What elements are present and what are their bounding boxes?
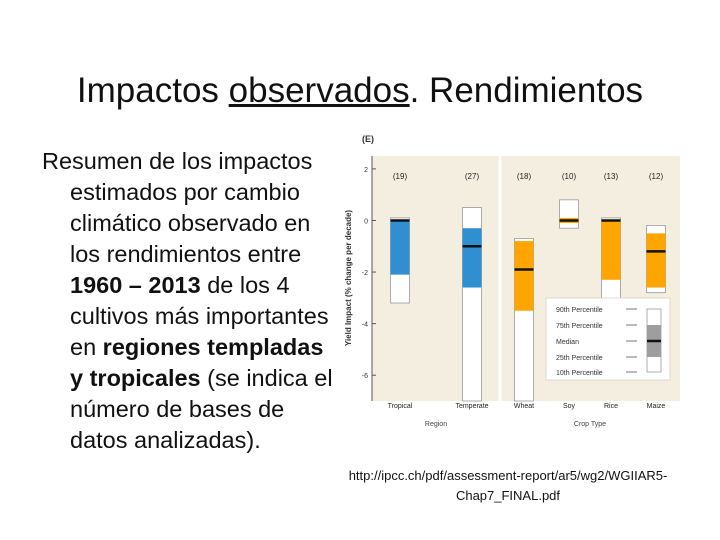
body-text-2: de los 4 cultivos más importantes en	[70, 272, 329, 360]
box-interquartile	[514, 241, 534, 311]
box-soy: (10)	[559, 172, 579, 229]
x-tick-label: Temperate	[455, 403, 488, 410]
legend-item-label: 75th Percentile	[556, 323, 603, 330]
x-group-label: Region	[425, 421, 447, 428]
box-tropical: (19)	[390, 172, 410, 304]
x-tick-label: Rice	[604, 403, 618, 410]
x-tick-label: Maize	[647, 403, 666, 410]
legend-item-label: 25th Percentile	[556, 355, 603, 362]
y-tick-label: -6	[362, 373, 368, 380]
legend: 90th Percentile 75th Percentile Median 25th…	[545, 297, 671, 381]
box-interquartile	[462, 228, 482, 288]
yield-impact-chart: (E) Yield Impact (% change per decade) 2…	[338, 128, 686, 430]
y-tick-label: -2	[362, 270, 368, 277]
box-whisker-range	[559, 199, 579, 229]
body-regions: regiones templadas y tropicales	[70, 334, 324, 391]
box-interquartile	[646, 233, 666, 288]
source-link[interactable]: http://ipcc.ch/pdf/assessment-report/ar5…	[334, 466, 682, 506]
y-axis-label: Yield Impact (% change per decade)	[344, 210, 353, 347]
x-tick-label: Tropical	[388, 403, 413, 410]
legend-item-label: Median	[556, 339, 579, 346]
legend-item-label: 10th Percentile	[556, 370, 603, 377]
body-text: Resumen de los impactos estimados por ca…	[42, 146, 342, 456]
body-years: 1960 – 2013	[70, 272, 201, 298]
x-group-label: Crop Type	[574, 421, 606, 428]
title-underlined-word: observados	[228, 71, 410, 111]
y-tick-label: -4	[362, 322, 368, 329]
legend-item-label: 90th Percentile	[556, 307, 603, 314]
x-tick-label: Wheat	[514, 403, 534, 410]
y-tick-label: 2	[364, 167, 368, 174]
box-wheat: (18)	[514, 172, 534, 402]
x-labels: Tropical Temperate Region Wheat Soy Rice Maize…	[388, 403, 666, 428]
body-text-1: Resumen de los impactos estimados por ca…	[42, 148, 313, 267]
box-count-label: (13)	[604, 172, 619, 181]
title-part-3: . Rendimientos	[409, 71, 644, 111]
source-line-2[interactable]: Chap7_FINAL.pdf	[455, 488, 561, 503]
source-line-1[interactable]: http://ipcc.ch/pdf/assessment-report/ar5…	[348, 468, 668, 483]
box-maize: (12)	[646, 172, 666, 294]
title-part-1: Impactos	[76, 71, 229, 111]
box-layer: (19) (27) (18) (10) (13) (12)	[390, 172, 666, 402]
slide-title: Impactos observados. Rendimientos	[0, 69, 720, 113]
y-tick-label: 0	[364, 218, 368, 225]
x-tick-label: Soy	[563, 403, 576, 410]
box-count-label: (12)	[649, 172, 664, 181]
box-count-label: (18)	[517, 172, 532, 181]
box-count-label: (10)	[562, 172, 577, 181]
panel-label: (E)	[362, 134, 374, 144]
body-paragraph: Resumen de los impactos estimados por ca…	[42, 146, 342, 456]
box-interquartile	[601, 220, 621, 280]
box-interquartile	[390, 220, 410, 275]
box-count-label: (19)	[393, 172, 408, 181]
body-text-3: (se indica el número de bases de datos a…	[70, 365, 333, 453]
box-temperate: (27)	[462, 172, 482, 402]
y-ticks: 2 0 -2 -4 -6	[362, 167, 376, 380]
box-count-label: (27)	[465, 172, 480, 181]
